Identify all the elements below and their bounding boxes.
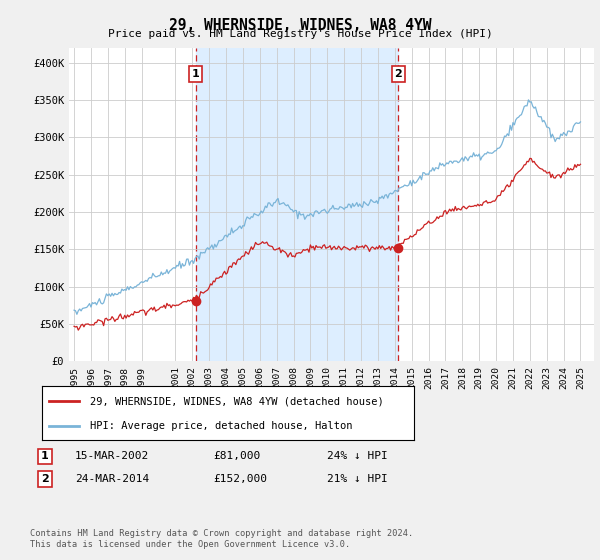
Text: £81,000: £81,000: [213, 451, 260, 461]
Text: 24% ↓ HPI: 24% ↓ HPI: [327, 451, 388, 461]
Text: 24-MAR-2014: 24-MAR-2014: [75, 474, 149, 484]
Text: Price paid vs. HM Land Registry's House Price Index (HPI): Price paid vs. HM Land Registry's House …: [107, 29, 493, 39]
Text: 29, WHERNSIDE, WIDNES, WA8 4YW (detached house): 29, WHERNSIDE, WIDNES, WA8 4YW (detached…: [91, 396, 384, 407]
Text: 29, WHERNSIDE, WIDNES, WA8 4YW: 29, WHERNSIDE, WIDNES, WA8 4YW: [169, 18, 431, 33]
Text: 2: 2: [394, 69, 402, 79]
Text: 15-MAR-2002: 15-MAR-2002: [75, 451, 149, 461]
Text: 1: 1: [41, 451, 49, 461]
Text: 2: 2: [41, 474, 49, 484]
Text: Contains HM Land Registry data © Crown copyright and database right 2024.
This d: Contains HM Land Registry data © Crown c…: [30, 529, 413, 549]
Text: HPI: Average price, detached house, Halton: HPI: Average price, detached house, Halt…: [91, 421, 353, 431]
Text: £152,000: £152,000: [213, 474, 267, 484]
Text: 21% ↓ HPI: 21% ↓ HPI: [327, 474, 388, 484]
Text: 1: 1: [192, 69, 200, 79]
Bar: [196, 48, 398, 361]
